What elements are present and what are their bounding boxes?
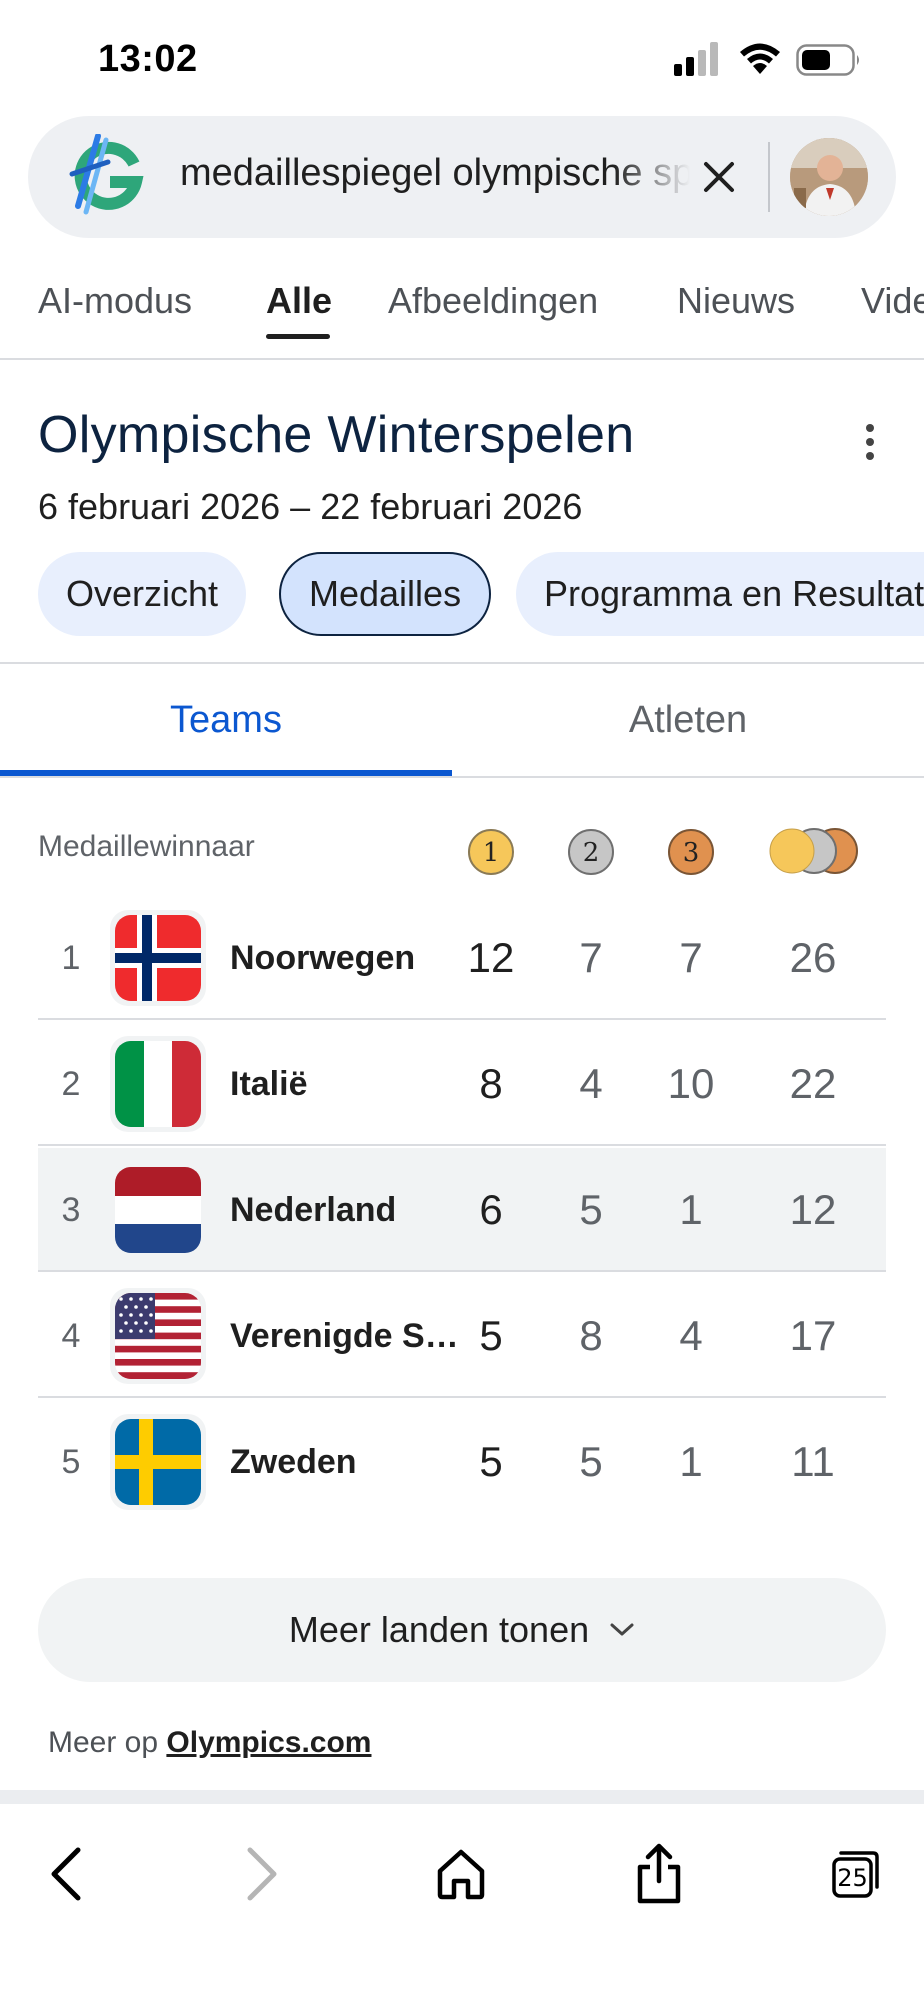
more-vert-icon [866, 424, 874, 432]
chip-overview[interactable]: Overzicht [38, 552, 247, 636]
total-medals-icon [769, 828, 858, 874]
tab-teams[interactable]: Teams [170, 698, 282, 741]
back-icon [51, 1847, 81, 1901]
country-name: Zweden [230, 1442, 357, 1481]
clear-search-button[interactable] [688, 146, 750, 208]
share-button[interactable] [619, 1834, 699, 1914]
bronze-count: 1 [679, 1438, 703, 1485]
rank: 1 [61, 938, 81, 977]
bronze-count: 1 [679, 1186, 703, 1233]
gold-medal-icon: 1 [468, 829, 514, 875]
home-button[interactable] [421, 1834, 501, 1914]
tab-athletes[interactable]: Atleten [628, 698, 748, 741]
tab-all[interactable]: Alle [266, 280, 333, 321]
flag-netherlands [110, 1162, 206, 1258]
source-link[interactable]: Olympics.com [166, 1726, 372, 1759]
rank: 2 [61, 1064, 81, 1103]
flag-united-states [110, 1288, 206, 1384]
forward-icon [247, 1847, 277, 1901]
bottom-separator [0, 1790, 924, 1804]
bronze-count: 7 [679, 934, 703, 981]
silver-count: 7 [579, 934, 603, 981]
silver-count: 8 [579, 1312, 603, 1359]
google-logo[interactable] [64, 134, 154, 220]
country-name: Noorwegen [230, 938, 416, 977]
country-name: Italië [230, 1064, 308, 1103]
medal-sub-tabs: Teams Atleten [0, 664, 924, 778]
tab-videos[interactable]: Video's [861, 280, 924, 321]
bronze-count: 4 [679, 1312, 703, 1359]
chevron-down-icon [610, 1623, 634, 1636]
browser-toolbar: 25 [0, 1804, 924, 2000]
avatar[interactable] [790, 138, 868, 216]
table-row[interactable]: 2 Italië 8 4 10 22 [38, 1022, 886, 1146]
silver-count: 4 [579, 1060, 603, 1107]
source-prefix: Meer op [48, 1726, 159, 1759]
tab-images[interactable]: Afbeeldingen [388, 280, 599, 321]
more-options-button[interactable] [846, 414, 894, 470]
active-tab-indicator [266, 334, 330, 339]
table-row[interactable]: 3 Nederland 6 5 1 12 [38, 1148, 886, 1272]
flag-norway [110, 910, 206, 1006]
signal-icon [674, 42, 718, 76]
country-name: Verenigde Staten [230, 1316, 460, 1355]
country-name: Nederland [230, 1190, 397, 1229]
search-bar[interactable]: medaillespiegel olympische spelen [28, 116, 896, 238]
bronze-count: 10 [667, 1060, 715, 1107]
svg-text:2: 2 [583, 838, 600, 868]
rank: 5 [61, 1442, 81, 1481]
silver-medal-icon: 2 [568, 829, 614, 875]
more-countries-label: Meer landen tonen [288, 1609, 590, 1650]
wifi-icon [740, 43, 780, 74]
table-row[interactable]: 5 Zweden 5 5 1 11 [38, 1400, 886, 1524]
gold-count: 5 [479, 1438, 503, 1485]
table-row[interactable]: 1 Noorwegen 12 7 7 26 [38, 896, 886, 1020]
flag-italy [110, 1036, 206, 1132]
total-count: 11 [791, 1438, 835, 1485]
rank: 4 [61, 1316, 81, 1355]
total-count: 22 [789, 1060, 837, 1107]
search-divider [768, 142, 770, 212]
tab-news[interactable]: Nieuws [677, 280, 796, 321]
status-bar: 13:02 [0, 0, 924, 110]
total-count: 17 [789, 1312, 837, 1359]
forward-button[interactable] [222, 1834, 302, 1914]
silver-count: 5 [579, 1186, 603, 1233]
total-count: 12 [789, 1186, 837, 1233]
battery-icon [796, 44, 859, 76]
more-countries-button[interactable]: Meer landen tonen [38, 1578, 886, 1682]
back-button[interactable] [26, 1834, 106, 1914]
silver-count: 5 [579, 1438, 603, 1485]
tab-count: 25 [837, 1863, 868, 1892]
rank: 3 [61, 1190, 81, 1229]
search-input[interactable]: medaillespiegel olympische spelen [180, 152, 690, 194]
source-line: Meer op Olympics.com [48, 1726, 371, 1760]
event-title: Olympische Winterspelen [38, 406, 635, 464]
gold-count: 8 [479, 1060, 503, 1107]
event-dates: 6 februari 2026 – 22 februari 2026 [38, 486, 583, 527]
table-header-label: Medaillewinnaar [38, 830, 255, 863]
tabs-icon: 25 [831, 1849, 881, 1899]
status-time: 13:02 [98, 38, 198, 80]
chip-medals[interactable]: Medailles [279, 552, 492, 636]
gold-count: 5 [479, 1312, 503, 1359]
chip-row: Overzicht Medailles Programma en Resulta… [0, 552, 924, 640]
share-icon [637, 1843, 681, 1904]
section-divider [0, 662, 924, 664]
search-tabs: AI-modus Alle Afbeeldingen Nieuws Video'… [0, 268, 924, 360]
home-icon [437, 1849, 485, 1900]
svg-text:1: 1 [483, 838, 500, 868]
total-count: 26 [789, 934, 837, 981]
gold-count: 12 [467, 934, 515, 981]
close-icon [704, 162, 734, 192]
tabs-button[interactable]: 25 [816, 1834, 896, 1914]
svg-text:3: 3 [683, 838, 700, 868]
flag-sweden [110, 1414, 206, 1510]
tab-ai-mode[interactable]: AI-modus [38, 280, 193, 321]
sub-tab-indicator [0, 770, 452, 776]
bronze-medal-icon: 3 [668, 829, 714, 875]
chip-schedule-results[interactable]: Programma en Resultaten [516, 552, 924, 636]
gold-count: 6 [479, 1186, 503, 1233]
table-row[interactable]: 4 Verenigde Staten 5 8 4 17 [38, 1274, 886, 1398]
